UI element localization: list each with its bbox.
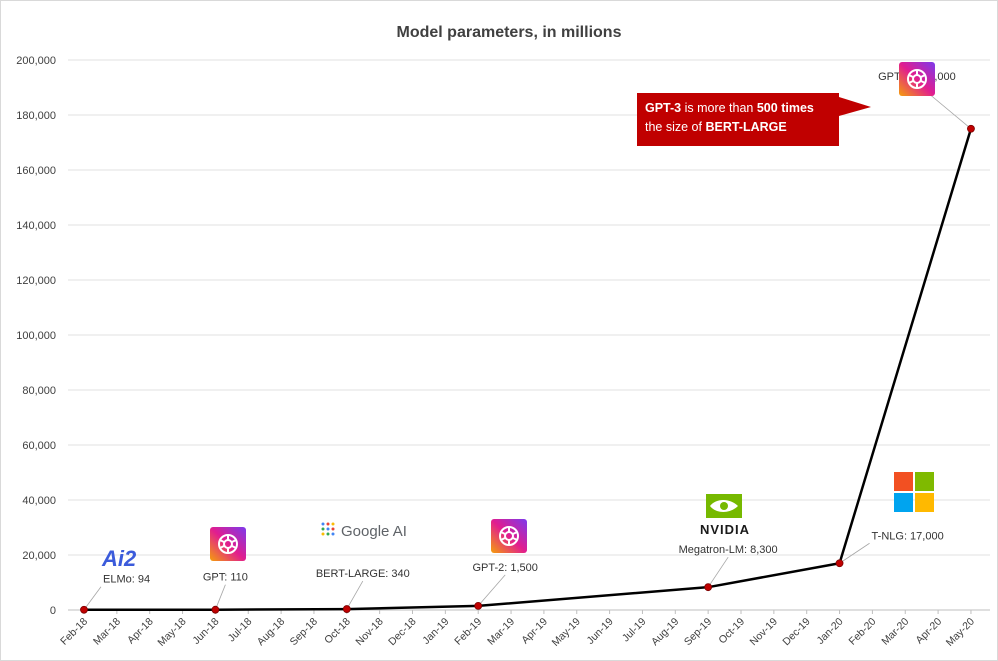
data-point bbox=[80, 605, 88, 614]
leader-line bbox=[839, 542, 870, 564]
y-tick-label: 120,000 bbox=[16, 275, 56, 287]
leader-line bbox=[83, 586, 102, 610]
chart-title: Model parameters, in millions bbox=[397, 24, 622, 41]
leader-line bbox=[707, 556, 729, 588]
y-tick-label: 80,000 bbox=[22, 385, 56, 397]
data-label: Megatron-LM: 8,300 bbox=[679, 544, 778, 556]
y-tick-label: 180,000 bbox=[16, 110, 56, 122]
svg-text:Ai2: Ai2 bbox=[101, 546, 137, 571]
svg-text:Google AI: Google AI bbox=[341, 523, 407, 540]
callout-bold-gpt3: GPT-3 bbox=[645, 101, 682, 115]
data-point bbox=[704, 583, 713, 592]
callout-line-2: the size of BERT-LARGE bbox=[645, 118, 831, 137]
y-tick-label: 100,000 bbox=[16, 330, 56, 342]
data-label: GPT: 110 bbox=[203, 572, 248, 584]
data-point bbox=[835, 559, 844, 568]
leader-line bbox=[346, 580, 364, 610]
data-label: BERT-LARGE: 340 bbox=[316, 568, 410, 580]
data-label: ELMo: 94 bbox=[103, 574, 150, 586]
leader-line bbox=[477, 574, 506, 607]
y-tick-label: 40,000 bbox=[22, 495, 56, 507]
callout-bold-bert: BERT-LARGE bbox=[705, 120, 787, 134]
y-tick-label: 20,000 bbox=[22, 550, 56, 562]
google-ai-logo: Google AI bbox=[321, 522, 407, 540]
callout-line-1: GPT-3 is more than 500 times bbox=[645, 99, 831, 118]
svg-text:NVIDIA: NVIDIA bbox=[700, 522, 750, 537]
ai2-logo: Ai2 bbox=[101, 546, 137, 571]
callout-box: GPT-3 is more than 500 times the size of… bbox=[637, 93, 839, 146]
openai-logo bbox=[210, 527, 246, 561]
callout-text-mid: is more than bbox=[681, 101, 757, 115]
callout-text-pre: the size of bbox=[645, 120, 706, 134]
data-markers bbox=[80, 124, 975, 614]
y-axis-ticks: 0 20,000 40,000 60,000 80,000 100,000 120,000 1… bbox=[16, 55, 56, 617]
microsoft-logo bbox=[894, 472, 934, 512]
leader-line bbox=[215, 584, 226, 610]
data-label: GPT-2: 1,500 bbox=[472, 562, 537, 574]
y-tick-label: 140,000 bbox=[16, 220, 56, 232]
data-point bbox=[211, 605, 220, 614]
y-tick-label: 160,000 bbox=[16, 165, 56, 177]
y-tick-label: 60,000 bbox=[22, 440, 56, 452]
openai-logo bbox=[899, 62, 935, 96]
nvidia-logo: NVIDIA bbox=[700, 494, 750, 537]
openai-logo bbox=[491, 519, 527, 553]
data-label: T-NLG: 17,000 bbox=[872, 530, 944, 542]
y-tick-label: 0 bbox=[50, 605, 56, 617]
data-point bbox=[967, 124, 975, 133]
data-point bbox=[342, 605, 351, 613]
data-labels: ELMo: 94 GPT: 110 BERT-LARGE: 340 GPT-2: 1,… bbox=[103, 71, 956, 586]
y-tick-label: 200,000 bbox=[16, 55, 56, 67]
data-point bbox=[474, 601, 483, 610]
callout-bold-times: 500 times bbox=[756, 101, 814, 115]
